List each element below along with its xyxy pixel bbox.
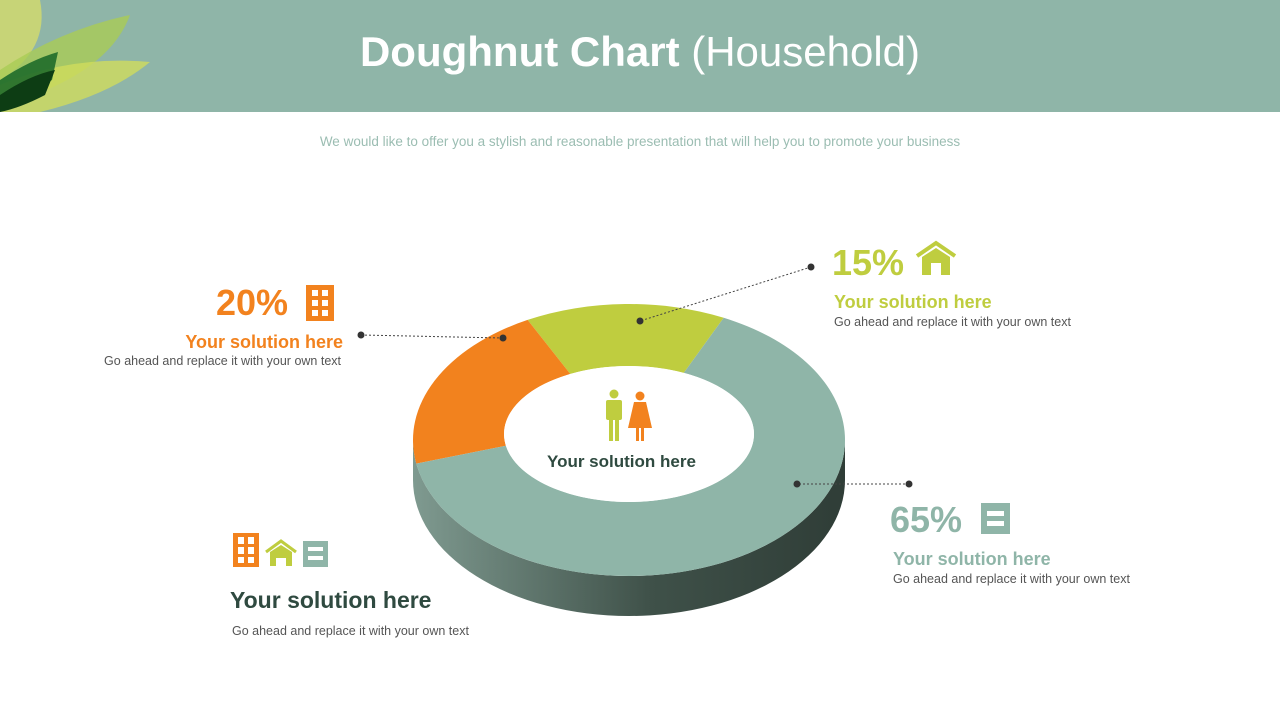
callout-heading: Your solution here <box>893 549 1051 569</box>
leader-dot <box>793 480 801 488</box>
leader-dot <box>905 480 913 488</box>
doughnut-slice-65 <box>416 317 845 576</box>
leader-dot <box>357 331 365 339</box>
title-light: (Household) <box>691 28 921 75</box>
center-label: Your solution here <box>547 452 696 471</box>
callout-heading: Your solution here <box>185 332 343 352</box>
callout-text: Go ahead and replace it with your own te… <box>104 354 341 368</box>
subtitle: We would like to offer you a stylish and… <box>319 134 961 149</box>
callout-20-percent: 20% <box>216 282 289 323</box>
callout-text: Go ahead and replace it with your own te… <box>893 572 1130 586</box>
leader-line <box>360 334 504 339</box>
summary-icons <box>233 533 328 567</box>
leader-dot <box>499 334 507 342</box>
house-icon <box>915 240 957 275</box>
leaf-logo-decoration <box>0 0 150 112</box>
leader-dot <box>807 263 815 271</box>
page-title: Doughnut Chart (Household) <box>0 28 1280 76</box>
doughnut-slice-20 <box>412 319 571 464</box>
callout-text: Go ahead and replace it with your own te… <box>834 315 1071 329</box>
header-banner: Doughnut Chart (Household) <box>0 0 1280 112</box>
house-icon <box>265 539 297 566</box>
leader-dot <box>636 317 644 325</box>
doughnut-slice-15 <box>527 303 724 374</box>
summary-text: Go ahead and replace it with your own te… <box>232 624 469 638</box>
summary-heading: Your solution here <box>230 587 432 613</box>
callout-heading: Your solution here <box>834 292 992 312</box>
cabinet-icon <box>981 503 1010 534</box>
doughnut-hole <box>504 366 754 502</box>
title-bold: Doughnut Chart <box>359 28 680 75</box>
doughnut-side-wall <box>413 440 845 616</box>
cabinet-icon <box>303 541 328 567</box>
building-icon <box>233 533 259 567</box>
building-icon <box>306 285 334 321</box>
callout-65-percent: 65% <box>890 499 963 540</box>
leader-line <box>639 266 812 322</box>
callout-15-percent: 15% <box>832 242 905 283</box>
